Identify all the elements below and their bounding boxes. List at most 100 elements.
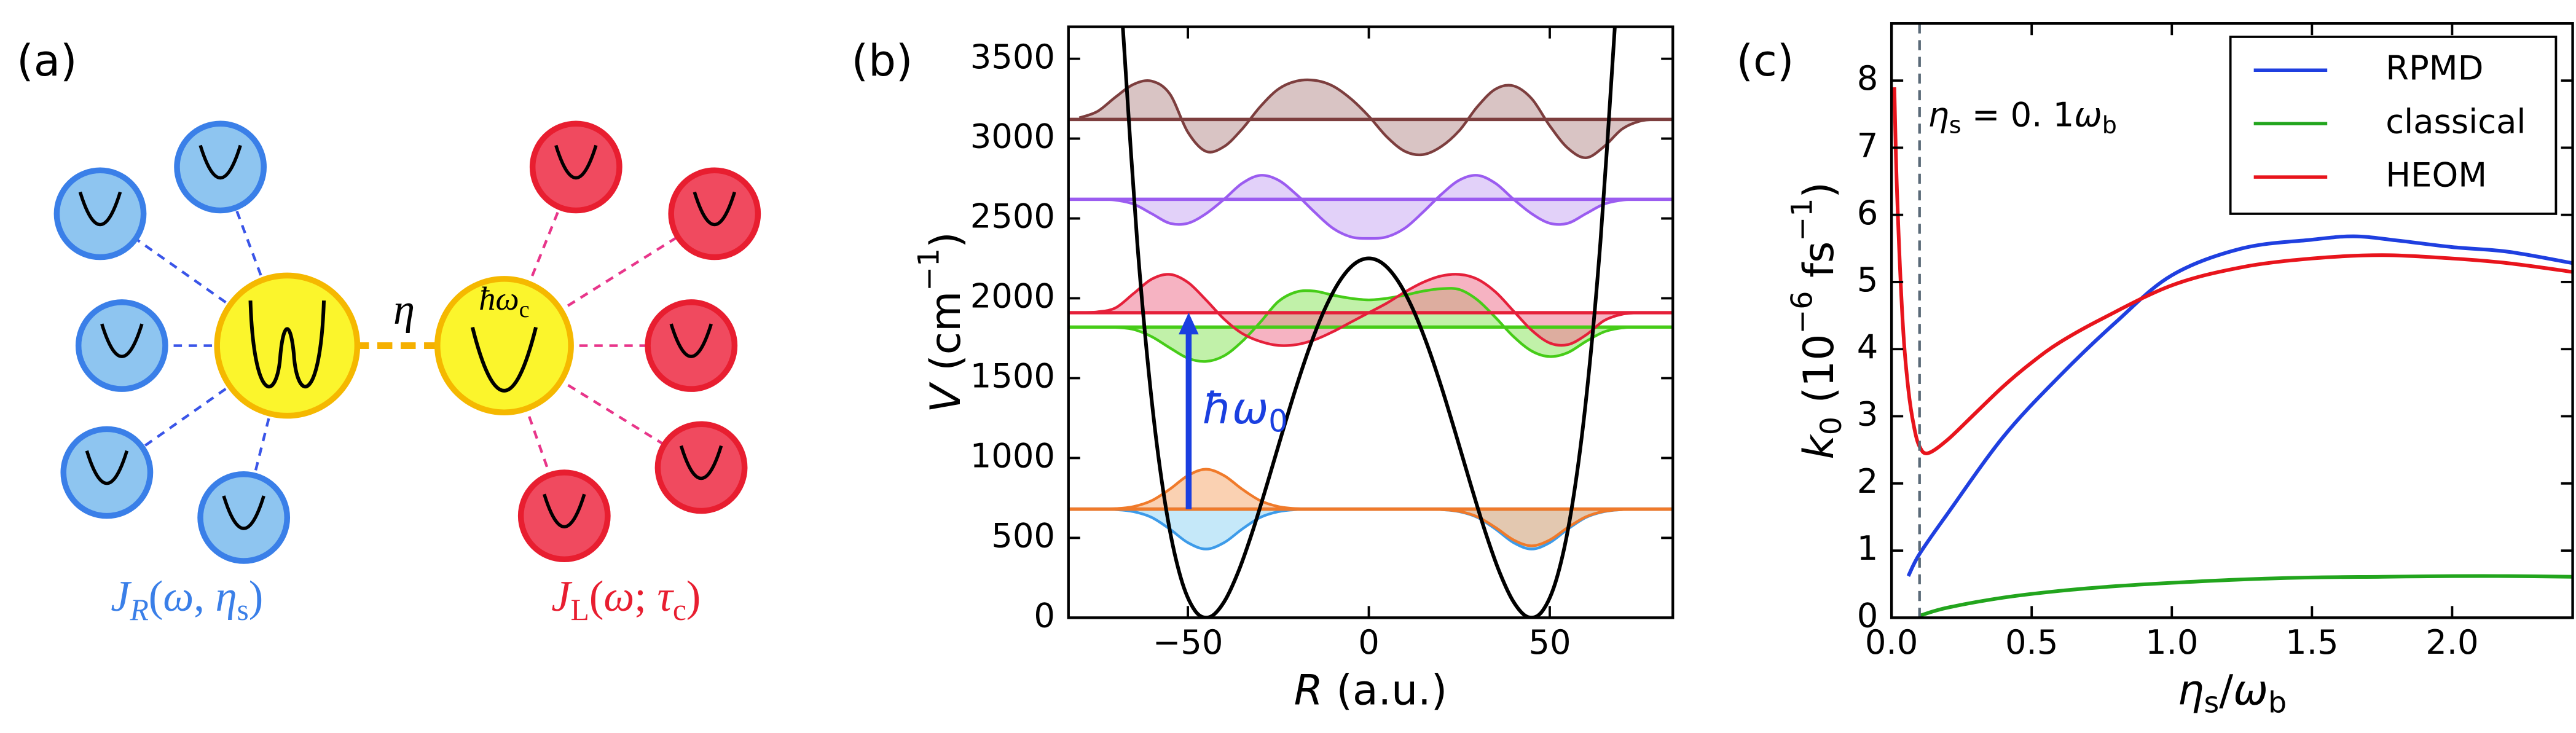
system-well: [214, 272, 361, 419]
bath-mode: [529, 120, 622, 214]
x-tick-label: 0: [1358, 623, 1380, 662]
text-run: η: [1928, 95, 1949, 134]
wavefunction-fill: [1079, 469, 1659, 546]
y-tick-label: 4: [1857, 327, 1879, 366]
text-run: ,: [194, 573, 215, 621]
plot-area: [1068, 26, 1673, 618]
text-run: ): [1795, 182, 1844, 198]
y-tick-label: 7: [1857, 127, 1879, 165]
reference-label: ηs = 0. 1ωb: [1928, 95, 2117, 138]
wavefunction: [1078, 78, 1659, 159]
legend-label: HEOM: [2386, 155, 2487, 194]
y-tick-label: 500: [991, 517, 1055, 555]
axes-frame: [1890, 22, 2574, 619]
double-well-icon: [248, 300, 326, 389]
y-tick-label: 2: [1857, 462, 1879, 501]
curve: [1892, 87, 2573, 455]
text-run: τ: [658, 573, 675, 621]
legend: RPMD classical HEOM: [2229, 36, 2558, 215]
cavity-mode: [434, 276, 574, 415]
parabola-icon: [554, 144, 598, 180]
text-run: (: [149, 573, 163, 621]
text-run: s: [237, 593, 249, 627]
parabola-icon: [85, 450, 129, 485]
cavity-label: ħωc: [479, 280, 529, 322]
left-bath-label: JR(ω, ηs): [111, 573, 263, 627]
parabola-icon: [669, 323, 713, 358]
bath-mode: [174, 120, 267, 214]
y-tick-label: 1000: [970, 437, 1055, 476]
text-run: c: [519, 297, 530, 323]
wavefunction-fill: [1079, 175, 1659, 239]
x-tick-label: 1.0: [2145, 623, 2198, 662]
wavefunction-fill: [1079, 288, 1659, 362]
x-axis-label: ηs/ωb: [2177, 666, 2287, 719]
y-tick-label: 2500: [970, 197, 1055, 236]
wavefunction-fill: [1079, 274, 1659, 346]
curve: [1918, 574, 2573, 617]
x-tick-label: 0.0: [1865, 623, 1918, 662]
wavefunction: [1079, 174, 1659, 240]
bath-mode: [645, 299, 738, 392]
x-tick-label: 50: [1528, 623, 1571, 662]
text-run: (: [589, 573, 604, 621]
panel-label: (c): [1736, 35, 1794, 86]
bath-mode: [60, 426, 154, 519]
text-run: (a.u.): [1323, 666, 1447, 715]
text-run: R: [130, 593, 149, 627]
x-axis-label: R (a.u.): [1294, 666, 1448, 715]
y-tick-label: 6: [1857, 194, 1879, 232]
text-run: −1: [1785, 198, 1819, 241]
text-run: η: [2177, 666, 2204, 715]
text-run: ħω: [1202, 382, 1268, 433]
parabola-icon: [78, 191, 122, 227]
x-tick-label: 1.5: [2285, 623, 2338, 662]
text-run: J: [111, 573, 132, 621]
text-run: ): [686, 573, 701, 621]
bath-mode: [517, 469, 611, 563]
parabola-icon: [198, 144, 242, 180]
text-run: c: [673, 593, 686, 627]
wavefunction: [1079, 468, 1659, 547]
text-run: ħω: [479, 280, 519, 317]
panel-label: (b): [852, 35, 913, 86]
bath-link: [503, 213, 715, 347]
text-run: L: [571, 593, 589, 627]
x-tick-label: 2.0: [2425, 623, 2478, 662]
text-run: /: [2219, 666, 2233, 715]
bath-mode: [654, 421, 748, 514]
arrow-head: [1179, 312, 1199, 335]
text-run: −1: [913, 248, 946, 291]
text-run: V: [922, 382, 970, 413]
axes-frame: [1067, 25, 1675, 619]
gap-label: ħω0: [1202, 382, 1288, 439]
text-run: ω: [603, 573, 634, 621]
text-run: J: [551, 573, 573, 621]
bath-mode: [197, 471, 291, 564]
y-tick-label: 1: [1857, 529, 1879, 568]
text-run: ω: [163, 573, 194, 621]
x-tick-label: −50: [1153, 623, 1223, 662]
text-run: ;: [634, 573, 657, 621]
text-run: R: [1294, 666, 1323, 715]
text-run: η: [216, 573, 237, 621]
legend-label: RPMD: [2386, 49, 2483, 87]
text-run: ): [249, 573, 264, 621]
text-run: 0: [1815, 417, 1848, 435]
text-run: s: [2204, 686, 2220, 720]
parabola-icon: [100, 323, 144, 358]
text-run: (10: [1795, 334, 1844, 417]
parabola-icon: [543, 493, 586, 528]
text-run: (cm: [922, 291, 970, 385]
y-tick-label: 3500: [970, 37, 1055, 76]
parabola-icon: [693, 191, 736, 227]
x-tick-label: 0.5: [2005, 623, 2058, 662]
text-run: = 0. 1: [1961, 95, 2075, 134]
y-tick-label: 1500: [970, 357, 1055, 396]
y-tick-label: 0: [1857, 597, 1879, 635]
